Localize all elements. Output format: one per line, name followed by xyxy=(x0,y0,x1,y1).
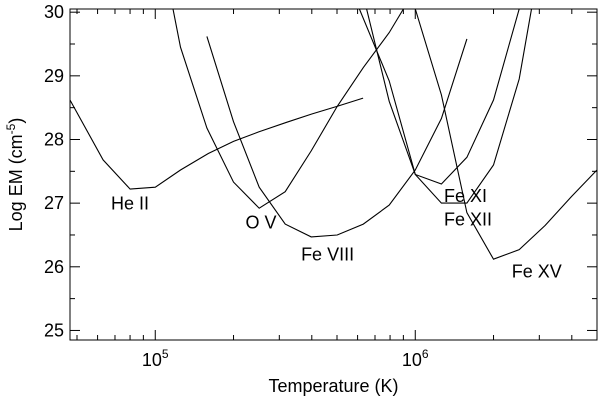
curve-fe-xi xyxy=(366,9,597,185)
y-axis-label-suffix: ) xyxy=(6,118,26,124)
x-axis-ticks: 105 106 xyxy=(76,9,598,370)
annotations: He II O V Fe VIII Fe XI Fe XII Fe XV xyxy=(111,186,562,282)
curve-fe-xii xyxy=(358,9,533,204)
label-he-ii: He II xyxy=(111,194,149,214)
y-tick-label: 30 xyxy=(44,2,64,22)
curve-o-v xyxy=(172,9,404,209)
x-tick-label: 105 xyxy=(142,347,169,370)
y-tick-label: 25 xyxy=(44,320,64,340)
curve-he-ii xyxy=(70,97,364,190)
label-fe-xi: Fe XI xyxy=(444,186,487,206)
label-fe-xv: Fe XV xyxy=(512,262,562,282)
label-fe-xii: Fe XII xyxy=(444,209,492,229)
y-tick-label: 29 xyxy=(44,66,64,86)
x-axis-label: Temperature (K) xyxy=(268,376,398,396)
y-axis-label: Log EM (cm-5) xyxy=(4,118,26,232)
plot-frame xyxy=(69,8,598,341)
y-axis-label-prefix: Log EM (cm xyxy=(6,134,26,231)
y-axis-ticks: 25 26 27 28 29 30 xyxy=(44,2,597,340)
y-tick-label: 28 xyxy=(44,129,64,149)
x-tick-label: 106 xyxy=(402,347,429,370)
y-tick-label: 26 xyxy=(44,257,64,277)
y-axis-label-sup: -5 xyxy=(4,123,18,134)
curves xyxy=(70,9,597,260)
curve-fe-xv xyxy=(414,9,597,260)
label-o-v: O V xyxy=(245,213,276,233)
curve-fe-viii xyxy=(206,36,468,238)
plot-border xyxy=(69,8,598,341)
y-tick-label: 27 xyxy=(44,193,64,213)
label-fe-viii: Fe VIII xyxy=(301,244,354,264)
